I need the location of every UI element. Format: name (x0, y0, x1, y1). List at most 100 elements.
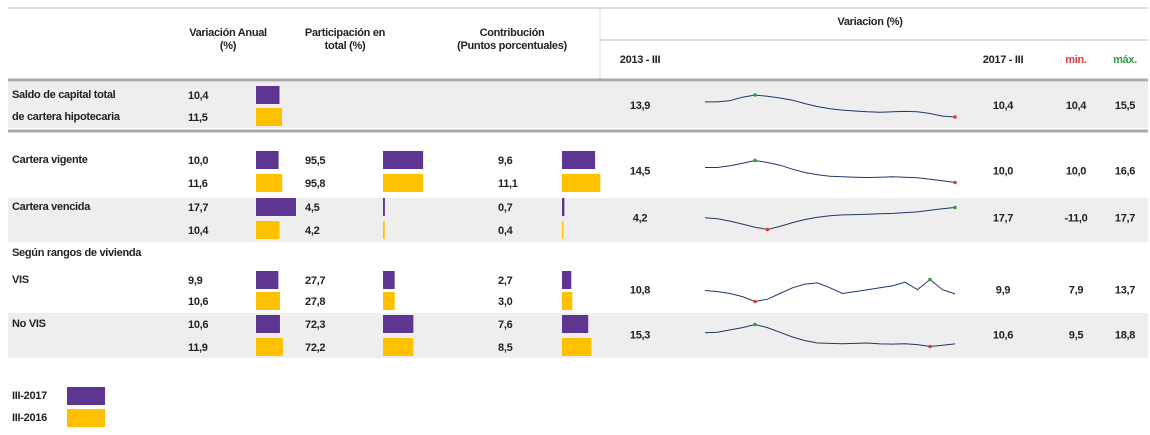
spark-min-dot (953, 115, 957, 119)
cell-value: 4,2 (305, 225, 320, 237)
legend-swatch (67, 409, 105, 427)
spark-max-dot (753, 93, 757, 97)
cell-value: 11,6 (188, 178, 208, 190)
cell-value: 11,9 (188, 342, 208, 354)
bar (562, 198, 565, 216)
bar (256, 292, 280, 310)
bar (562, 174, 601, 192)
bar (256, 271, 279, 289)
cell-value: 7,6 (498, 319, 513, 331)
bar (562, 151, 596, 169)
start-value: 13,9 (630, 100, 650, 112)
sparkline (704, 207, 956, 231)
bar (383, 198, 385, 216)
min-value: 9,5 (1069, 329, 1084, 341)
sparkline (704, 323, 956, 348)
column-header: Variacion (%) (837, 16, 903, 28)
cell-value: 10,4 (188, 90, 209, 102)
spark-max-dot (753, 322, 757, 327)
cell-value: 72,3 (305, 319, 325, 331)
bar (383, 315, 414, 333)
end-value: 10,6 (993, 329, 1013, 341)
column-header: máx. (1113, 54, 1137, 66)
max-value: 16,6 (1115, 165, 1135, 177)
legend-swatch (67, 387, 105, 405)
section-label: Según rangos de vivienda (12, 247, 142, 259)
cell-value: 27,8 (305, 296, 325, 308)
cell-value: 11,5 (188, 112, 208, 124)
bar (256, 338, 283, 356)
cell-value: 0,7 (498, 202, 513, 214)
end-value: 17,7 (993, 212, 1013, 224)
row-label: Cartera vigente (12, 154, 88, 166)
min-value: 10,0 (1066, 165, 1086, 177)
cell-value: 11,1 (498, 178, 518, 190)
max-value: 15,5 (1115, 100, 1135, 112)
cell-value: 95,8 (305, 178, 325, 190)
row-label: VIS (12, 274, 29, 286)
spark-min-dot (753, 299, 757, 304)
min-value: 10,4 (1066, 100, 1087, 112)
cell-value: 27,7 (305, 275, 325, 287)
bar (562, 221, 564, 239)
bar (256, 108, 282, 126)
cell-value: 8,5 (498, 342, 513, 354)
end-value: 10,4 (993, 100, 1014, 112)
column-header: Contribución (480, 27, 545, 39)
bar (383, 151, 424, 169)
max-value: 18,8 (1115, 329, 1135, 341)
end-value: 10,0 (993, 165, 1013, 177)
legend-label: III-2016 (12, 412, 47, 424)
column-header: 2017 - III (983, 54, 1024, 66)
row-label: Cartera vencida (12, 201, 91, 213)
cell-value: 3,0 (498, 296, 513, 308)
row-label: de cartera hipotecaria (12, 111, 121, 123)
cell-value: 10,6 (188, 296, 208, 308)
cell-value: 4,5 (305, 202, 320, 214)
sparkline (705, 159, 956, 183)
cell-value: 95,5 (305, 155, 325, 167)
bar (256, 151, 279, 169)
column-header: (Puntos porcentuales) (457, 40, 567, 52)
bar (562, 315, 589, 333)
column-header: Variación Anual (189, 27, 267, 39)
cell-value: 9,9 (188, 275, 203, 287)
bar (562, 338, 592, 356)
cell-value: 17,7 (188, 202, 208, 214)
sparkline (705, 94, 956, 118)
start-value: 10,8 (630, 284, 650, 296)
bar (383, 292, 395, 310)
column-header: total (%) (325, 40, 366, 52)
column-header: (%) (220, 40, 237, 52)
min-value: -11,0 (1065, 212, 1088, 224)
row-background (8, 198, 1148, 242)
cell-value: 10,0 (188, 155, 208, 167)
bar (562, 292, 573, 310)
spark-max-dot (753, 158, 757, 163)
bar (383, 271, 395, 289)
row-background (8, 82, 1148, 128)
bar (256, 86, 280, 104)
bar (256, 315, 280, 333)
spark-min-dot (765, 227, 770, 232)
cell-value: 10,4 (188, 225, 209, 237)
column-header: Participación en (305, 27, 386, 39)
start-value: 15,3 (630, 329, 650, 341)
bar (383, 338, 414, 356)
start-value: 14,5 (630, 165, 650, 177)
bar (383, 221, 385, 239)
end-value: 9,9 (996, 284, 1011, 296)
column-header: 2013 - III (620, 54, 661, 66)
spark-min-dot (928, 344, 932, 349)
bar (383, 174, 424, 192)
bar (256, 198, 297, 216)
start-value: 4,2 (633, 212, 648, 224)
sparkline (704, 278, 956, 303)
min-value: 7,9 (1069, 284, 1084, 296)
max-value: 17,7 (1115, 212, 1135, 224)
column-header: min. (1065, 54, 1087, 66)
legend-label: III-2017 (12, 390, 47, 402)
bar (256, 221, 280, 239)
max-value: 13,7 (1115, 284, 1135, 296)
